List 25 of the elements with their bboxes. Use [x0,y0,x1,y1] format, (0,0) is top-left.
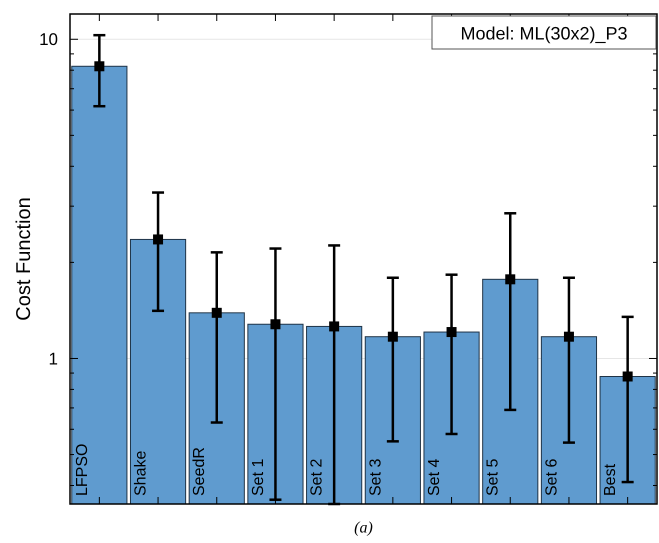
annotation: Model: ML(30x2)_P3 [460,23,628,44]
x-tick-label: Set 1 [250,458,267,496]
x-tick-label: SeedR [191,447,208,496]
point [153,234,164,244]
point [329,321,340,332]
point [94,61,104,72]
point [388,332,398,342]
y-tick-label: 10 [39,30,58,50]
y-tick-label: 1 [48,349,58,368]
x-tick-label: Set 5 [484,458,502,496]
x-tick-label: Set 4 [426,458,443,496]
x-tick-label: Set 3 [367,458,384,496]
point [564,332,574,342]
point [446,327,457,338]
point [505,274,516,284]
point [212,308,222,318]
x-tick-label: LFPSO [74,444,91,496]
x-tick-label: Set 6 [543,458,560,496]
x-tick-label: Set 2 [308,458,326,496]
point [622,372,633,382]
point [270,319,280,330]
y-axis-title: Cost Function [13,197,35,321]
x-tick-label: Shake [132,450,150,496]
x-tick-label: Best [602,463,620,496]
text: (a) [354,520,373,537]
